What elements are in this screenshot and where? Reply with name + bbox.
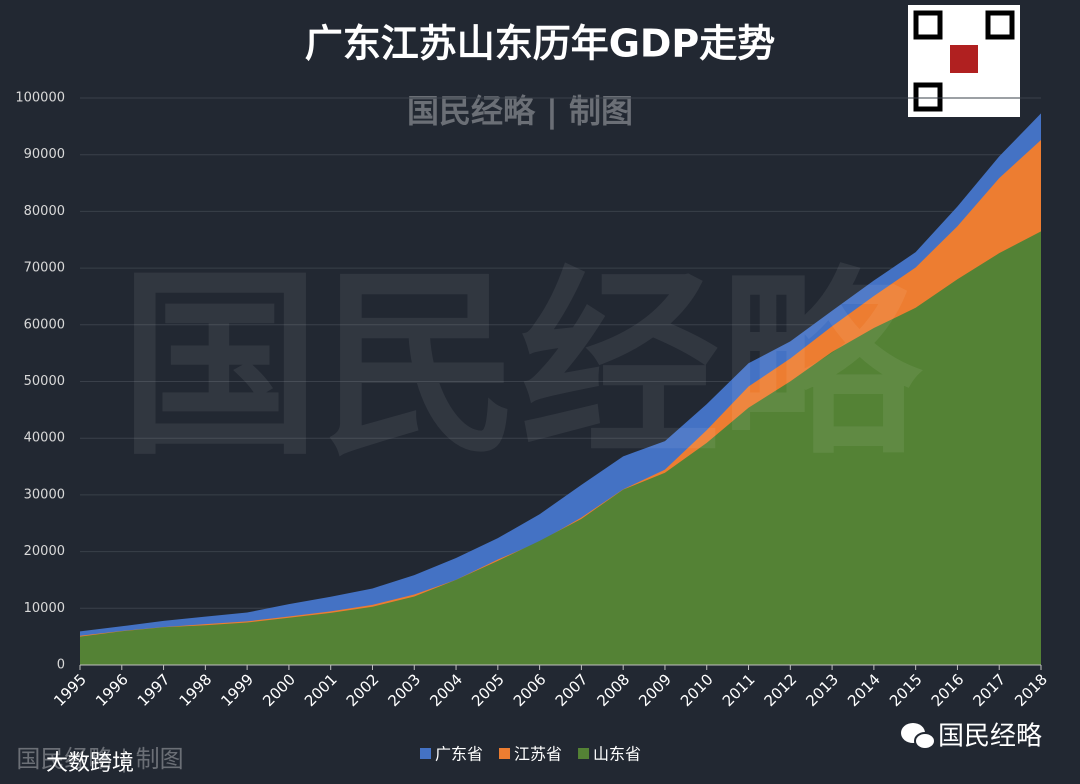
watermark-overlay: 大数跨境 — [46, 751, 134, 776]
legend-label: 广东省 — [435, 745, 483, 764]
legend-swatch — [420, 748, 431, 759]
area — [80, 231, 1041, 665]
y-tick-label: 30000 — [24, 487, 65, 502]
legend-label: 山东省 — [593, 745, 641, 764]
y-tick-label: 0 — [57, 658, 65, 673]
y-tick-label: 80000 — [24, 204, 65, 219]
y-tick-label: 60000 — [24, 317, 65, 332]
chart-title: 广东江苏山东历年GDP走势 — [305, 22, 776, 66]
wechat-icon — [901, 723, 936, 750]
watermark-bottom-left: 国民经略 | 制图 — [16, 745, 183, 773]
legend-label: 江苏省 — [514, 745, 562, 764]
y-tick-label: 40000 — [24, 431, 65, 446]
y-tick-label: 10000 — [24, 601, 65, 616]
y-tick-label: 90000 — [24, 147, 65, 162]
y-tick-label: 70000 — [24, 261, 65, 276]
legend-swatch — [578, 748, 590, 759]
y-tick-label: 50000 — [24, 374, 65, 389]
watermark-bottom-right: 国民经略 — [938, 722, 1042, 752]
qr-code — [908, 5, 1020, 117]
watermark-center: 国民经略 — [120, 250, 923, 483]
y-tick-label: 20000 — [24, 544, 65, 559]
legend-swatch — [499, 748, 511, 759]
y-tick-label: 100000 — [15, 91, 65, 106]
